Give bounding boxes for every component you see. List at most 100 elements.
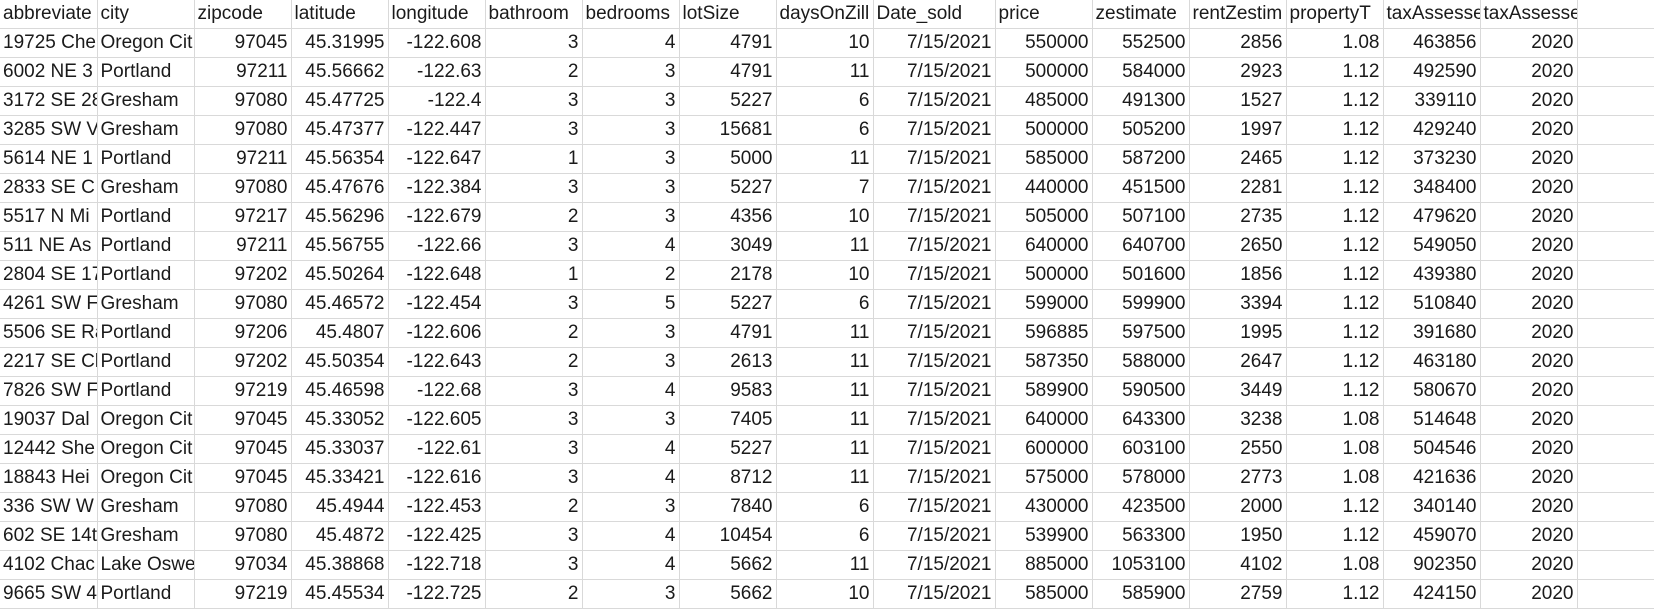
table-cell[interactable]: 11 xyxy=(776,376,874,406)
table-cell[interactable]: Portland xyxy=(97,376,195,406)
table-cell[interactable]: 5000 xyxy=(679,144,777,174)
table-cell[interactable]: 1 xyxy=(485,144,583,174)
table-cell[interactable]: 7/15/2021 xyxy=(873,260,996,290)
table-cell[interactable]: 11 xyxy=(776,463,874,493)
table-cell[interactable]: Oregon Cit xyxy=(97,28,195,58)
table-cell[interactable]: 504546 xyxy=(1383,434,1481,464)
table-cell[interactable]: 1856 xyxy=(1189,260,1287,290)
table-cell[interactable]: 45.4872 xyxy=(291,521,389,551)
table-cell[interactable]: 1.12 xyxy=(1286,347,1384,377)
table-cell[interactable]: 4356 xyxy=(679,202,777,232)
table-cell[interactable]: 3049 xyxy=(679,231,777,261)
table-cell[interactable]: 97045 xyxy=(194,463,292,493)
table-cell[interactable]: 5662 xyxy=(679,579,777,609)
column-header[interactable]: zestimate xyxy=(1092,0,1190,29)
column-header[interactable]: propertyT xyxy=(1286,0,1384,29)
table-cell[interactable]: 1.12 xyxy=(1286,202,1384,232)
table-cell[interactable]: 599000 xyxy=(995,289,1093,319)
table-cell[interactable]: 3 xyxy=(582,579,680,609)
table-cell[interactable]: 2000 xyxy=(1189,492,1287,522)
table-cell[interactable]: 11 xyxy=(776,231,874,261)
table-cell[interactable]: 1.12 xyxy=(1286,492,1384,522)
table-cell[interactable]: 11 xyxy=(776,550,874,580)
table-cell[interactable]: 602 SE 14t xyxy=(0,521,98,551)
table-cell[interactable]: 2020 xyxy=(1480,202,1578,232)
table-cell[interactable]: 3 xyxy=(582,347,680,377)
table-cell[interactable]: 2020 xyxy=(1480,347,1578,377)
table-cell[interactable]: 10 xyxy=(776,260,874,290)
table-cell[interactable]: 2020 xyxy=(1480,405,1578,435)
table-cell[interactable]: Gresham xyxy=(97,86,195,116)
table-cell[interactable]: 492590 xyxy=(1383,57,1481,87)
table-cell[interactable]: 1.08 xyxy=(1286,434,1384,464)
table-cell[interactable]: 3 xyxy=(485,86,583,116)
table-cell[interactable]: 2020 xyxy=(1480,463,1578,493)
table-cell[interactable]: 3 xyxy=(485,463,583,493)
table-cell[interactable]: 18843 Hei xyxy=(0,463,98,493)
column-header[interactable]: taxAssessedYear xyxy=(1480,0,1578,29)
table-cell[interactable]: 339110 xyxy=(1383,86,1481,116)
table-cell[interactable]: 7/15/2021 xyxy=(873,463,996,493)
table-cell[interactable]: 45.33052 xyxy=(291,405,389,435)
table-cell[interactable]: 97034 xyxy=(194,550,292,580)
table-cell[interactable]: 3 xyxy=(582,202,680,232)
table-cell[interactable] xyxy=(1577,376,1654,406)
table-cell[interactable]: 97202 xyxy=(194,260,292,290)
table-cell[interactable]: 451500 xyxy=(1092,173,1190,203)
table-cell[interactable]: 97080 xyxy=(194,492,292,522)
table-cell[interactable]: Lake Oswe xyxy=(97,550,195,580)
table-cell[interactable]: 500000 xyxy=(995,57,1093,87)
column-header[interactable]: rentZestim xyxy=(1189,0,1287,29)
table-cell[interactable]: 45.46572 xyxy=(291,289,389,319)
table-cell[interactable]: 640700 xyxy=(1092,231,1190,261)
table-cell[interactable] xyxy=(1577,579,1654,609)
table-cell[interactable]: 97219 xyxy=(194,579,292,609)
table-cell[interactable]: 505200 xyxy=(1092,115,1190,145)
table-cell[interactable]: 1.08 xyxy=(1286,463,1384,493)
table-cell[interactable]: 97211 xyxy=(194,57,292,87)
table-cell[interactable]: 2613 xyxy=(679,347,777,377)
table-cell[interactable]: 7/15/2021 xyxy=(873,28,996,58)
column-header[interactable]: bathroom xyxy=(485,0,583,29)
table-cell[interactable]: 3 xyxy=(485,289,583,319)
column-header[interactable]: abbreviate xyxy=(0,0,98,29)
table-cell[interactable]: 514648 xyxy=(1383,405,1481,435)
table-cell[interactable]: 2 xyxy=(485,202,583,232)
table-cell[interactable]: 1.12 xyxy=(1286,289,1384,319)
table-cell[interactable]: 11 xyxy=(776,144,874,174)
table-cell[interactable]: 2856 xyxy=(1189,28,1287,58)
table-cell[interactable]: 2804 SE 17 xyxy=(0,260,98,290)
table-cell[interactable]: 500000 xyxy=(995,260,1093,290)
table-cell[interactable]: 7/15/2021 xyxy=(873,57,996,87)
table-cell[interactable]: 3238 xyxy=(1189,405,1287,435)
table-cell[interactable] xyxy=(1577,57,1654,87)
table-cell[interactable]: 3 xyxy=(582,318,680,348)
table-cell[interactable]: 7/15/2021 xyxy=(873,405,996,435)
table-cell[interactable]: 7/15/2021 xyxy=(873,231,996,261)
table-cell[interactable]: -122.4 xyxy=(388,86,486,116)
table-cell[interactable]: Portland xyxy=(97,347,195,377)
table-cell[interactable]: 7/15/2021 xyxy=(873,144,996,174)
table-cell[interactable]: 19037 Dal xyxy=(0,405,98,435)
column-header[interactable]: price xyxy=(995,0,1093,29)
table-cell[interactable]: 10454 xyxy=(679,521,777,551)
table-cell[interactable]: 45.50354 xyxy=(291,347,389,377)
table-cell[interactable]: 550000 xyxy=(995,28,1093,58)
column-header[interactable]: taxAssesse xyxy=(1383,0,1481,29)
table-cell[interactable] xyxy=(1577,28,1654,58)
table-cell[interactable]: 7/15/2021 xyxy=(873,550,996,580)
table-cell[interactable]: 3 xyxy=(582,492,680,522)
table-cell[interactable]: Gresham xyxy=(97,492,195,522)
table-cell[interactable]: Oregon Cit xyxy=(97,463,195,493)
table-cell[interactable]: 3 xyxy=(485,28,583,58)
table-cell[interactable]: -122.61 xyxy=(388,434,486,464)
table-cell[interactable] xyxy=(1577,550,1654,580)
table-cell[interactable]: 10 xyxy=(776,28,874,58)
table-cell[interactable]: 2 xyxy=(485,492,583,522)
table-cell[interactable] xyxy=(1577,434,1654,464)
table-cell[interactable]: 10 xyxy=(776,202,874,232)
table-cell[interactable]: 2759 xyxy=(1189,579,1287,609)
table-cell[interactable]: 3 xyxy=(582,86,680,116)
table-cell[interactable]: -122.606 xyxy=(388,318,486,348)
table-cell[interactable]: 7/15/2021 xyxy=(873,289,996,319)
